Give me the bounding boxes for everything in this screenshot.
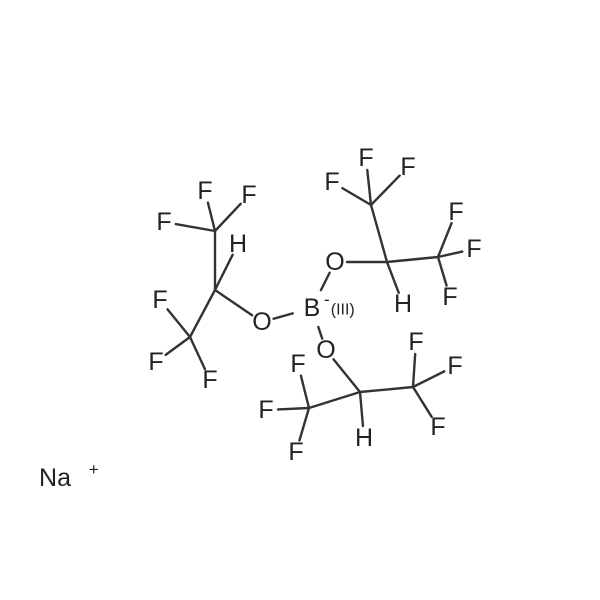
atom-label-F3a: F: [152, 286, 167, 314]
counterion-charge: +: [89, 460, 99, 479]
atom-label-O3: O: [316, 336, 335, 364]
atom-label-F9a: F: [408, 328, 423, 356]
molecule-diagram: B-(III)OHFFFFFFOHFFFFFFOHFFFFFFNa+: [0, 0, 600, 600]
atom-label-F6a: F: [324, 168, 339, 196]
atom-label-F3c: F: [202, 366, 217, 394]
atom-label-F6b: F: [358, 144, 373, 172]
atom-label-F3b: F: [148, 348, 163, 376]
atom-label-F5a: F: [448, 198, 463, 226]
atom-label-F2c: F: [241, 181, 256, 209]
atom-label-F2a: F: [156, 208, 171, 236]
atom-label-O1: O: [252, 308, 271, 336]
atom-label-F2b: F: [197, 177, 212, 205]
atom-label-F9c: F: [430, 413, 445, 441]
atom-label-F8c: F: [288, 438, 303, 466]
atom-label-F8b: F: [258, 396, 273, 424]
atom-label-F6c: F: [400, 153, 415, 181]
counterion-label: Na: [39, 464, 71, 492]
atom-label-H4: H: [394, 290, 412, 318]
atom-label-O2: O: [325, 248, 344, 276]
bond: [278, 408, 309, 409]
atom-label-F5c: F: [442, 283, 457, 311]
atom-label-B: B: [304, 294, 321, 322]
atom-label-F5b: F: [466, 235, 481, 263]
atom-label-F8a: F: [290, 350, 305, 378]
charge-B: -: [324, 290, 330, 309]
atom-label-F9b: F: [447, 352, 462, 380]
oxidation-state-B: (III): [331, 302, 355, 319]
background: [0, 0, 600, 600]
atom-label-H7: H: [355, 424, 373, 452]
atom-label-H1: H: [229, 230, 247, 258]
